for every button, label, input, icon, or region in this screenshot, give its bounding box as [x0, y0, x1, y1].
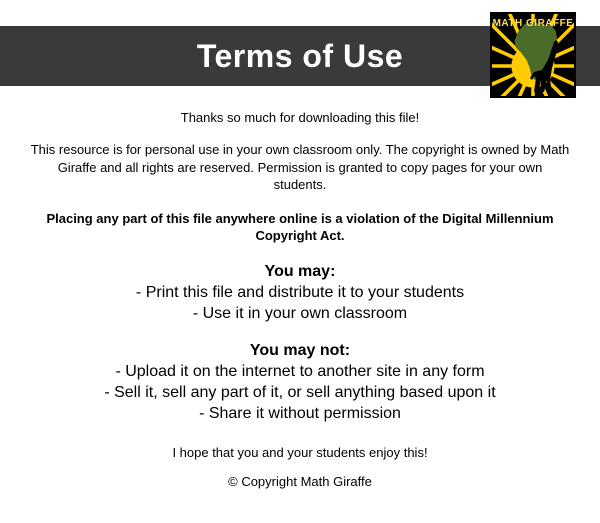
giraffe-icon — [524, 40, 564, 94]
may-item: - Use it in your own classroom — [30, 304, 570, 325]
maynot-item: - Share it without permission — [30, 404, 570, 425]
copyright-text: © Copyright Math Giraffe — [30, 474, 570, 489]
maynot-item: - Upload it on the internet to another s… — [30, 362, 570, 383]
you-may-not-heading: You may not: — [30, 342, 570, 360]
content-area: Thanks so much for downloading this file… — [0, 110, 600, 489]
page-title: Terms of Use — [197, 38, 403, 75]
violation-text: Placing any part of this file anywhere o… — [30, 210, 570, 245]
thanks-text: Thanks so much for downloading this file… — [30, 110, 570, 125]
enjoy-text: I hope that you and your students enjoy … — [30, 445, 570, 460]
you-may-heading: You may: — [30, 263, 570, 281]
brand-logo: MATH GIRAFFE — [490, 12, 576, 98]
brand-text: MATH GIRAFFE — [492, 18, 574, 29]
may-item: - Print this file and distribute it to y… — [30, 283, 570, 304]
description-text: This resource is for personal use in you… — [30, 141, 570, 194]
maynot-item: - Sell it, sell any part of it, or sell … — [30, 383, 570, 404]
